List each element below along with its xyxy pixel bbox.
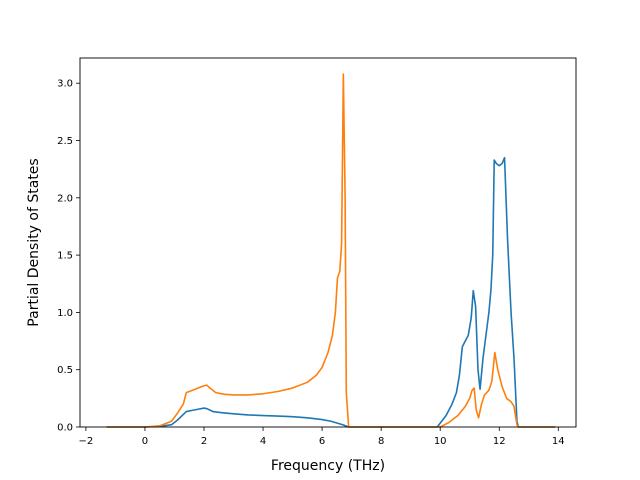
y-tick-label: 2.5 xyxy=(57,136,73,147)
y-tick-label: 1.5 xyxy=(57,251,73,262)
x-tick-label: 10 xyxy=(434,436,447,447)
series-line-2 xyxy=(106,73,556,428)
y-axis-label: Partial Density of States xyxy=(26,158,42,326)
x-axis-label: Frequency (THz) xyxy=(271,458,385,474)
plot-frame xyxy=(79,57,577,428)
x-ticks: −2 0 2 4 6 8 10 12 14 xyxy=(79,427,565,447)
y-tick-label: 2.0 xyxy=(57,193,73,204)
x-tick-label: 8 xyxy=(378,436,384,447)
x-tick-label: −2 xyxy=(79,436,94,447)
series-line-1 xyxy=(106,156,556,428)
x-tick-label: 2 xyxy=(201,436,207,447)
series-layer xyxy=(106,73,556,428)
x-tick-label: 4 xyxy=(260,436,266,447)
x-tick-label: 14 xyxy=(552,436,565,447)
x-tick-label: 12 xyxy=(493,436,506,447)
y-tick-label: 1.0 xyxy=(57,308,73,319)
x-tick-label: 6 xyxy=(319,436,325,447)
axes-layer xyxy=(79,57,577,428)
y-tick-label: 0.0 xyxy=(57,423,73,434)
y-tick-label: 3.0 xyxy=(57,79,73,90)
y-tick-label: 0.5 xyxy=(57,365,73,376)
y-ticks: 0.0 0.5 1.0 1.5 2.0 2.5 3.0 xyxy=(57,79,80,434)
x-tick-label: 0 xyxy=(142,436,148,447)
